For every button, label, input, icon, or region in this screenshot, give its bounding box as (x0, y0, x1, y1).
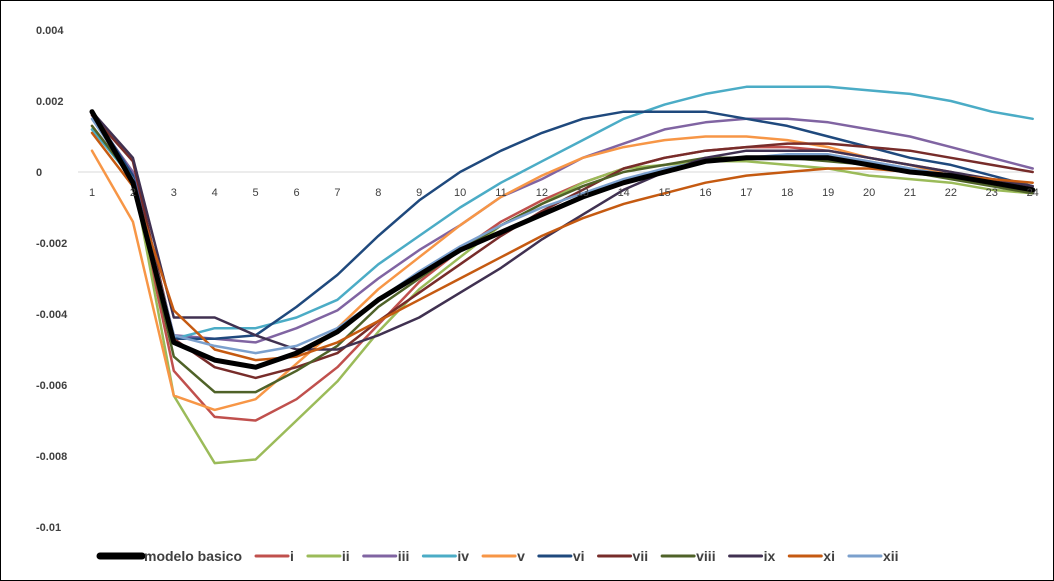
legend-label: vii (633, 548, 649, 564)
legend-label: i (290, 548, 294, 564)
legend-label: iv (457, 548, 469, 564)
x-tick-label: 1 (89, 187, 95, 199)
x-tick-label: 24 (1027, 187, 1039, 199)
y-tick-label: 0.004 (36, 25, 64, 37)
x-tick-label: 23 (986, 187, 998, 199)
y-tick-label: -0.004 (36, 309, 68, 321)
x-tick-label: 10 (454, 187, 466, 199)
x-tick-label: 8 (375, 187, 381, 199)
legend-label: xii (883, 548, 899, 564)
series-line-iv (90, 85, 1034, 341)
y-tick-label: -0.01 (36, 522, 61, 534)
y-tick-label: -0.002 (36, 238, 67, 250)
series-line-iii (90, 113, 1034, 344)
legend-label: vi (573, 548, 585, 564)
series-line-xii (90, 117, 1034, 355)
x-tick-label: 7 (334, 187, 340, 199)
y-tick-label: -0.006 (36, 380, 67, 392)
legend-label: modelo basico (144, 548, 242, 564)
y-tick-label: 0.002 (36, 96, 64, 108)
legend-label: v (517, 548, 525, 564)
x-tick-label: 13 (577, 187, 589, 199)
x-tick-label: 3 (171, 187, 177, 199)
y-tick-label: -0.008 (36, 451, 67, 463)
legend-label: iii (398, 548, 410, 564)
x-tick-label: 5 (253, 187, 259, 199)
legend-label: ii (342, 548, 350, 564)
series-line-modelo-basico (89, 109, 1036, 370)
x-tick-label: 4 (212, 187, 218, 199)
x-tick-label: 18 (781, 187, 793, 199)
series-line-xi (90, 131, 1034, 362)
legend-label: ix (764, 548, 776, 564)
x-tick-label: 11 (495, 187, 506, 199)
x-tick-label: 19 (822, 187, 834, 199)
x-tick-label: 17 (740, 187, 752, 199)
x-tick-label: 14 (618, 187, 630, 199)
x-tick-label: 2 (130, 187, 136, 199)
x-tick-label: 22 (945, 187, 957, 199)
y-tick-label: 0 (36, 167, 42, 179)
series-line-ix (90, 110, 1034, 351)
legend-label: viii (696, 548, 715, 564)
x-tick-label: 9 (416, 187, 422, 199)
series-line-vii (90, 113, 1034, 380)
x-tick-label: 16 (699, 187, 711, 199)
x-tick-label: 20 (863, 187, 875, 199)
x-tick-label: 6 (293, 187, 299, 199)
x-tick-label: 15 (658, 187, 670, 199)
x-tick-label: 21 (904, 187, 916, 199)
series-line-vi (90, 110, 1034, 341)
series-line-ii (90, 128, 1034, 465)
legend-label: xi (823, 548, 835, 564)
x-tick-label: 12 (536, 187, 548, 199)
